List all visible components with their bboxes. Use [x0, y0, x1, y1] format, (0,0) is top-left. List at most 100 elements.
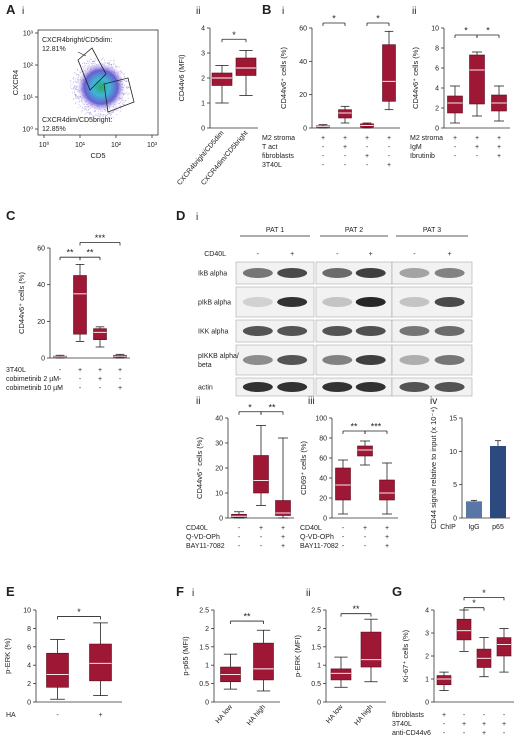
- flow-event-dot: [88, 64, 90, 66]
- panel-sub-A-i: i: [22, 6, 24, 17]
- condition-mark: -: [56, 712, 59, 719]
- flow-event-dot: [120, 70, 122, 72]
- flow-event-dot: [87, 65, 89, 67]
- condition-mark: -: [443, 721, 446, 728]
- flow-event-dot: [82, 106, 83, 108]
- condition-mark: -: [454, 144, 457, 151]
- flow-event-dot: [104, 111, 106, 112]
- y-tick-label: 1.5: [199, 644, 209, 651]
- y-tick-label: 100: [315, 416, 327, 423]
- flow-event-dot: [124, 92, 126, 94]
- flow-event-dot: [105, 114, 107, 116]
- flow-event-dot: [123, 102, 125, 103]
- category-label: HA low: [325, 703, 345, 725]
- blot-band: [355, 268, 386, 278]
- flow-event-dot: [91, 62, 93, 64]
- flow-event-dot: [74, 89, 76, 91]
- blot-strip: [391, 319, 473, 343]
- flow-event-dot: [125, 81, 127, 82]
- blot-band: [355, 297, 386, 307]
- flow-xtick-label: 10¹: [75, 142, 86, 149]
- flow-event-dot: [95, 114, 97, 116]
- box-iqr: [382, 44, 396, 102]
- flow-ytick-label: 10³: [23, 31, 34, 38]
- chart-A-ii: 0 1 2 3 4 CD44v6 (MFI) * CXCR4bright/CD5dimCXCR…: [176, 26, 258, 187]
- condition-mark: -: [322, 153, 325, 160]
- bar: [466, 501, 482, 518]
- chart-G: 0 1 2 3 4 Ki-67⁺ cells (%) * * fibroblasts + - - - 3T…: [392, 588, 514, 737]
- flow-ytick-label: 10⁰: [22, 126, 33, 134]
- condition-mark: -: [344, 153, 347, 160]
- gate2-value: 12.85%: [42, 126, 66, 133]
- blot-band: [434, 382, 465, 392]
- flow-event-dot: [108, 62, 110, 64]
- sig-label: *: [464, 26, 468, 36]
- condition-label: fibroblasts: [262, 153, 294, 160]
- patient-label: PAT 3: [423, 227, 441, 234]
- lane-mark: -: [336, 251, 339, 258]
- flow-event-dot: [99, 118, 101, 119]
- condition-label: CD40L: [300, 525, 322, 532]
- condition-label: Q-VD-OPh: [186, 534, 220, 541]
- flow-event-dot: [75, 94, 77, 96]
- lane-mark: +: [448, 251, 452, 258]
- flow-event-dot: [122, 104, 124, 105]
- panel-sub-D-iii: iii: [308, 396, 315, 407]
- y-tick-label: 40: [299, 59, 307, 66]
- panel-letter-E: E: [6, 584, 15, 599]
- flow-event-dot: [92, 115, 94, 117]
- flow-event-dot: [80, 70, 82, 72]
- flow-event-dot: [75, 82, 77, 84]
- sig-label: *: [77, 607, 81, 617]
- condition-mark: -: [443, 730, 446, 737]
- flow-event-dot: [73, 98, 75, 99]
- flow-event-dot: [103, 114, 105, 115]
- condition-mark: -: [342, 543, 345, 550]
- box-iqr: [469, 54, 485, 105]
- y-tick-label: 1: [317, 663, 321, 670]
- flow-event-dot: [79, 71, 81, 73]
- y-tick-label: 5: [453, 482, 457, 489]
- y-axis-label: CD44v6⁺ cells (%): [17, 272, 26, 334]
- flow-event-dot: [78, 104, 80, 106]
- flow-event-dot: [71, 83, 73, 85]
- flow-event-dot: [75, 77, 76, 79]
- gate1-value: 12.81%: [42, 46, 66, 53]
- flow-event-dot: [111, 63, 113, 65]
- flow-event-dot: [72, 92, 74, 94]
- box-iqr: [211, 72, 233, 86]
- flow-event-dot: [73, 81, 75, 83]
- y-tick-label: 10: [215, 491, 223, 498]
- flow-event-dot: [110, 112, 112, 114]
- sig-label: ***: [371, 422, 382, 432]
- y-tick-label: 10: [23, 608, 31, 615]
- flow-event-dot: [74, 91, 75, 93]
- flow-event-dot: [119, 71, 121, 73]
- flow-event-dot: [91, 63, 93, 65]
- lane-mark: +: [369, 251, 373, 258]
- protein-label: IkB alpha: [198, 271, 227, 278]
- flow-event-dot: [113, 63, 114, 65]
- condition-mark: -: [388, 153, 391, 160]
- flow-ylabel: CXCR4: [11, 70, 20, 95]
- flow-event-dot: [77, 69, 78, 71]
- blot-band: [242, 326, 273, 336]
- flow-event-dot: [94, 111, 96, 112]
- flow-event-dot: [110, 60, 112, 61]
- flow-event-dot: [110, 115, 111, 117]
- flow-event-dot: [100, 110, 102, 112]
- patient-label: PAT 1: [266, 227, 284, 234]
- y-tick-label: 10: [431, 26, 439, 33]
- flow-event-dot: [102, 57, 104, 59]
- flow-event-dot: [127, 97, 129, 99]
- flow-event-dot: [99, 114, 101, 116]
- flow-event-dot: [73, 78, 75, 80]
- condition-label: HA: [6, 712, 16, 719]
- flow-event-dot: [77, 97, 79, 98]
- y-axis-label: p-ERK (%): [3, 638, 12, 674]
- flow-event-dot: [102, 117, 104, 119]
- flow-ytick-label: 10²: [23, 63, 34, 70]
